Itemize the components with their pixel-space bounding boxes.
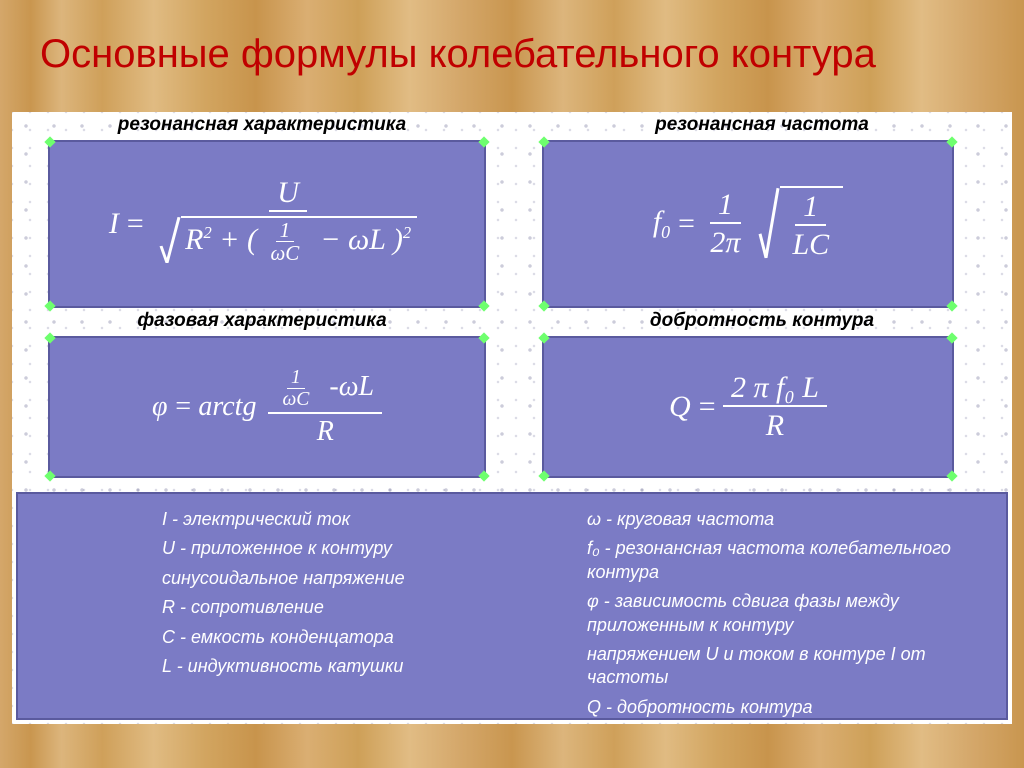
legend-box: I - электрический ток U - приложенное к … [16, 492, 1008, 720]
formula-phase: φ= arctg 1ωC -ωL R [152, 366, 382, 447]
legend-col-right: ω - круговая частота f₀ - резонансная ча… [587, 508, 982, 704]
legend-line: ω - круговая частота [587, 508, 982, 531]
formula-q: Q= 2 π f₀ L R [669, 371, 827, 443]
formula-box-res-char: I= U R2 + ( 1ωC − ωL )2 [48, 140, 486, 308]
formula-box-phase: φ= arctg 1ωC -ωL R [48, 336, 486, 478]
legend-col-left: I - электрический ток U - приложенное к … [162, 508, 557, 704]
formula-res-freq: f0 = 1 2π 1 LC [653, 186, 843, 262]
legend-line: f₀ - резонансная частота колебательного … [587, 537, 982, 584]
slide-title: Основные формулы колебательного контура [0, 0, 1024, 77]
formula-box-q: Q= 2 π f₀ L R [542, 336, 954, 478]
label-phase: фазовая характеристика [22, 310, 502, 332]
legend-line: U - приложенное к контуру [162, 537, 557, 560]
content-area: резонансная характеристика резонансная ч… [12, 112, 1012, 724]
labels-row-2: фазовая характеристика добротность конту… [12, 308, 1012, 332]
formula-box-res-freq: f0 = 1 2π 1 LC [542, 140, 954, 308]
legend-line: L - индуктивность катушки [162, 655, 557, 678]
legend-line: C - емкость конденцатора [162, 626, 557, 649]
formula-res-char: I= U R2 + ( 1ωC − ωL )2 [109, 176, 425, 272]
legend-line: Q - добротность контура [587, 696, 982, 719]
labels-row-1: резонансная характеристика резонансная ч… [12, 112, 1012, 136]
legend-line: I - электрический ток [162, 508, 557, 531]
label-res-freq: резонансная частота [522, 114, 1002, 136]
legend-line: R - сопротивление [162, 596, 557, 619]
legend-line: синусоидальное напряжение [162, 567, 557, 590]
legend-line: φ - зависимость сдвига фазы между прилож… [587, 590, 982, 637]
legend-line: напряжением U и током в контуре I от час… [587, 643, 982, 690]
label-q: добротность контура [522, 310, 1002, 332]
label-res-char: резонансная характеристика [22, 114, 502, 136]
